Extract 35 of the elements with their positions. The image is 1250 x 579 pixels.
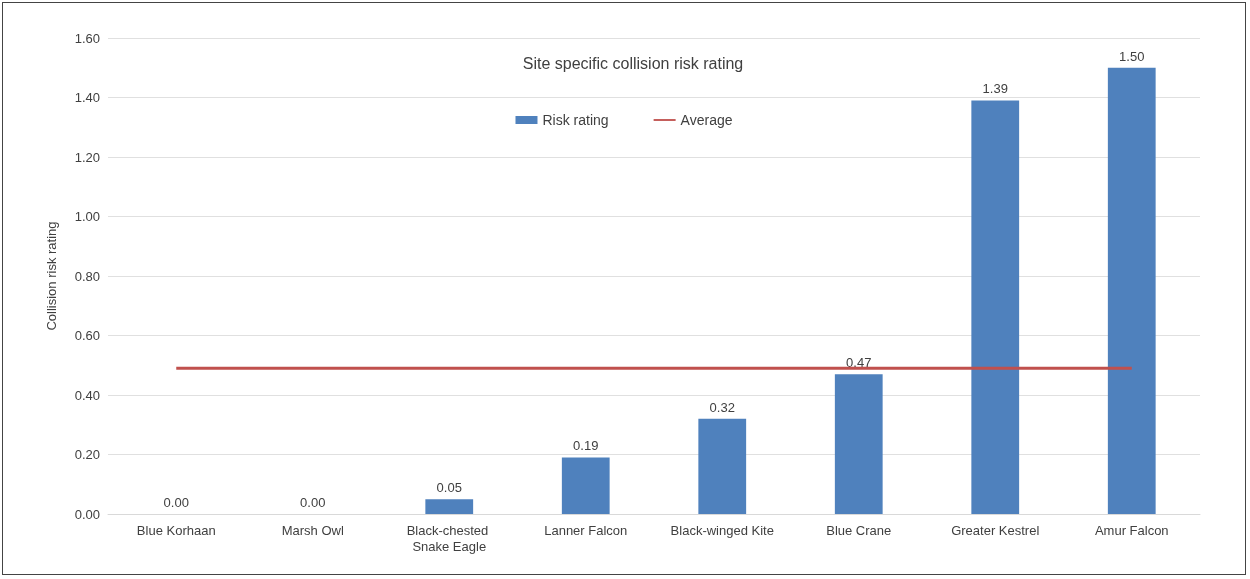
y-tick-label: 0.80 [74, 268, 100, 284]
x-tick-label: Amur Falcon [1094, 522, 1169, 538]
x-tick-label: Marsh Owl [281, 522, 344, 538]
data-label: 1.50 [1119, 48, 1145, 64]
bar [1107, 67, 1156, 514]
x-tick-label: Blue Korhaan [136, 522, 216, 538]
bar [425, 499, 474, 514]
data-label: 0.19 [573, 438, 599, 454]
legend-label: Risk rating [542, 112, 609, 128]
y-tick-label: 1.60 [74, 30, 100, 46]
y-tick-label: 0.60 [74, 328, 100, 343]
data-label: 0.05 [436, 480, 462, 496]
bar [561, 457, 610, 514]
y-axis-title: Collision risk rating [44, 221, 59, 331]
data-label: 0.47 [846, 355, 872, 371]
text: Site specific collision risk rating [522, 54, 744, 72]
y-tick-label: 1.00 [74, 209, 100, 224]
x-tick-label: Greater Kestrel [951, 522, 1040, 538]
bar [698, 418, 747, 514]
data-label: 0.32 [709, 399, 735, 415]
legend-label: Average [680, 112, 733, 128]
x-tick-label: Black-winged Kite [670, 522, 774, 538]
y-tick-label: 1.20 [74, 149, 100, 165]
bar [971, 100, 1020, 514]
bar [834, 374, 883, 514]
data-label: 1.39 [982, 81, 1008, 97]
y-tick-label: 0.40 [74, 387, 100, 403]
y-tick-label: 0.20 [74, 447, 100, 462]
x-tick-label: Lanner Falcon [544, 522, 628, 538]
x-tick-label: Black-chested Snake Eagle [406, 522, 492, 554]
data-label: 0.00 [300, 495, 326, 510]
data-label: 0.00 [163, 495, 189, 510]
y-tick-label: 0.00 [74, 506, 100, 522]
x-tick-label: Blue Crane [826, 522, 892, 538]
y-tick-label: 1.40 [74, 90, 100, 105]
